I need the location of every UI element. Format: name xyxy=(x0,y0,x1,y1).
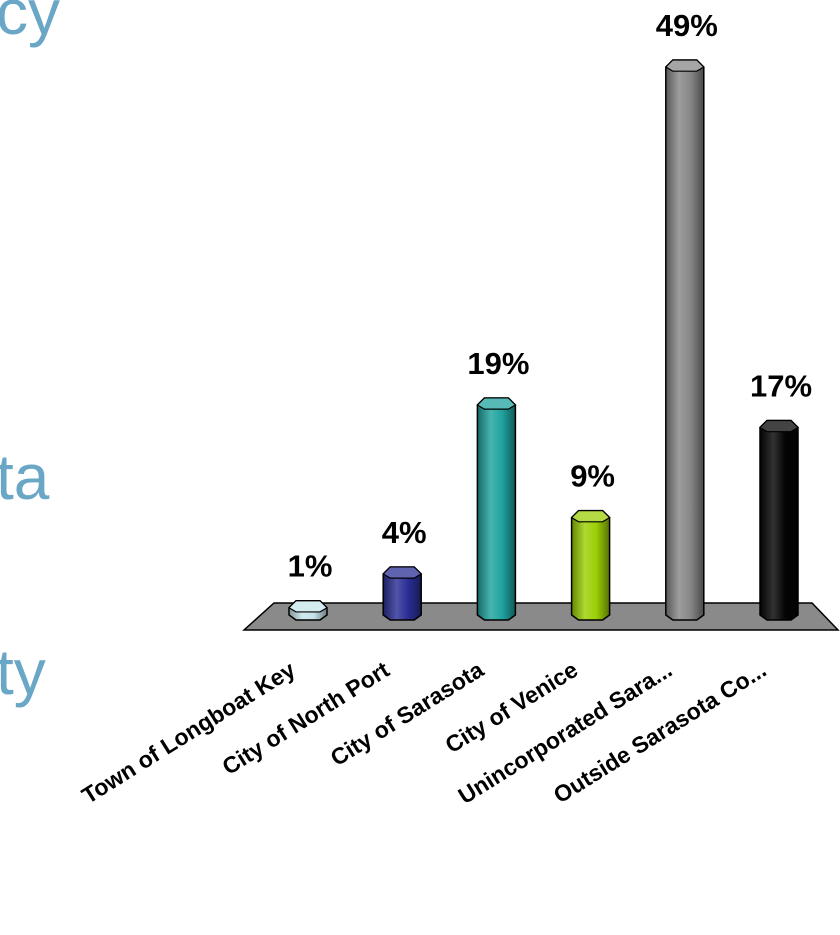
x-tick-label-3: City of Sarasota xyxy=(326,656,488,771)
data-label-4: 9% xyxy=(570,459,615,494)
slide-text-fragment-3: ty xyxy=(0,636,46,708)
bar-2 xyxy=(382,566,423,621)
data-label-5: 49% xyxy=(656,8,718,43)
data-label-3: 19% xyxy=(467,346,529,381)
chart-floor xyxy=(242,602,840,631)
slide-text-fragment-2: ta xyxy=(0,441,50,513)
bar-6 xyxy=(759,419,799,621)
bar-5 xyxy=(664,59,705,621)
bar-1 xyxy=(288,599,328,621)
slide-text-fragment-1: cy xyxy=(0,0,60,48)
data-label-1: 1% xyxy=(288,549,333,584)
data-label-2: 4% xyxy=(382,515,427,550)
data-label-6: 17% xyxy=(750,368,812,403)
x-tick-label-2: City of North Port xyxy=(218,656,395,780)
bar-3 xyxy=(476,397,517,621)
bar-4 xyxy=(570,509,611,621)
